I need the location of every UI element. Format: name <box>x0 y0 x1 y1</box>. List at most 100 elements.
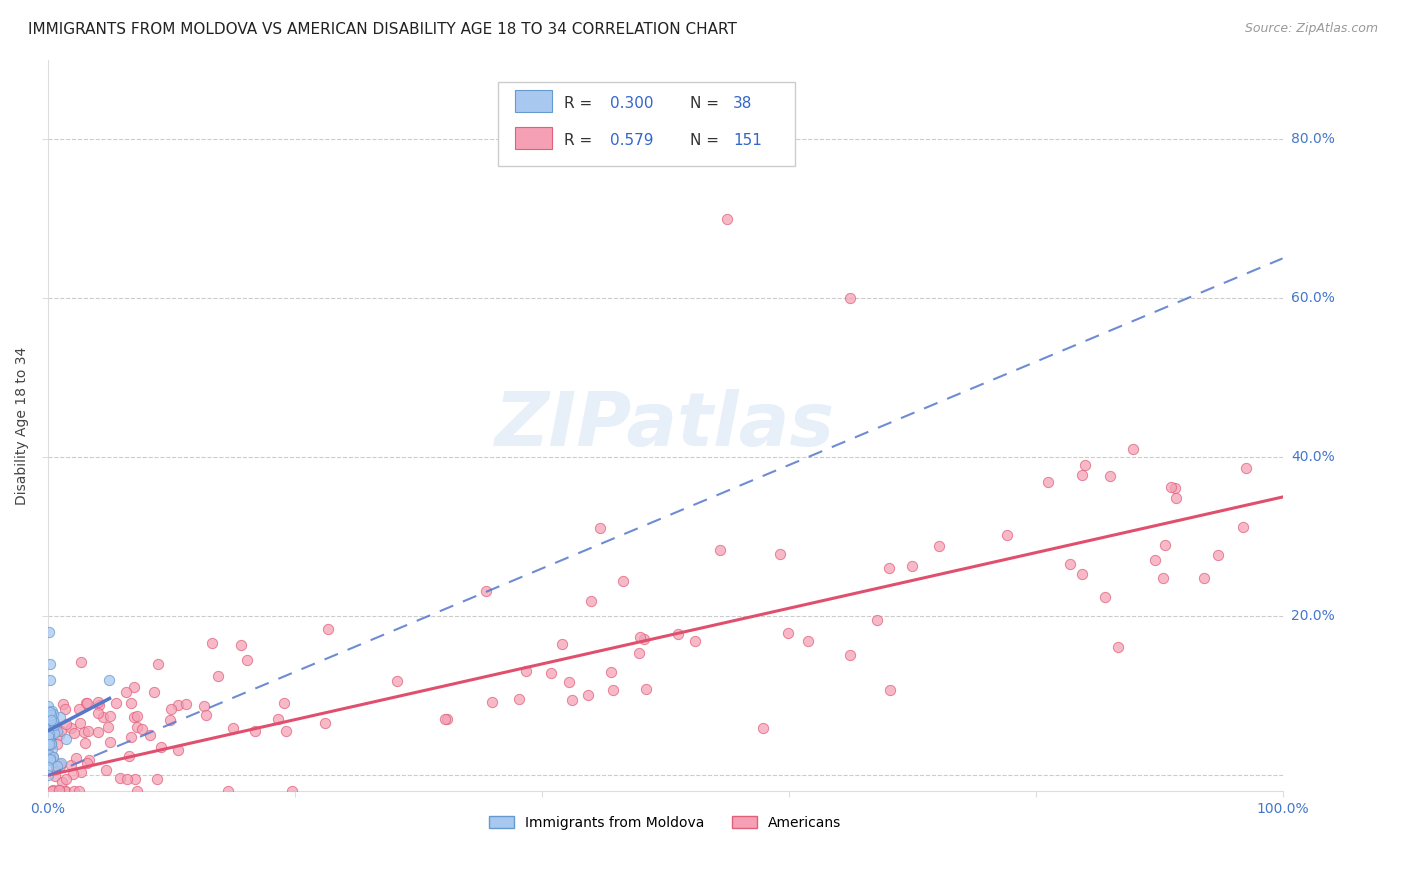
Point <box>39 753 62 767</box>
Point <box>39 705 62 719</box>
Point <box>139 728 162 742</box>
Point <box>98 673 121 687</box>
Point <box>142 685 165 699</box>
Point <box>1107 640 1129 654</box>
Point <box>41 737 63 751</box>
Point <box>42 707 65 722</box>
Point <box>838 648 860 663</box>
Point <box>1098 469 1121 483</box>
Point <box>98 735 121 749</box>
Point <box>612 574 634 589</box>
Point <box>1160 480 1182 494</box>
Point <box>91 709 114 723</box>
Point <box>578 688 600 702</box>
Point <box>928 539 950 553</box>
Point <box>37 729 59 743</box>
Point <box>229 638 252 652</box>
Point <box>73 736 96 750</box>
Point <box>1232 520 1254 534</box>
Point <box>149 739 172 754</box>
Point <box>778 625 800 640</box>
Point <box>709 542 731 557</box>
Text: N =: N = <box>690 96 724 112</box>
Point <box>87 698 110 713</box>
Point <box>46 724 69 739</box>
Point <box>41 727 63 741</box>
Point <box>38 737 60 751</box>
Point <box>44 718 66 732</box>
Point <box>49 709 72 723</box>
Point <box>53 784 76 798</box>
Point <box>45 737 67 751</box>
Point <box>235 653 257 667</box>
Point <box>666 626 689 640</box>
Point <box>122 709 145 723</box>
FancyBboxPatch shape <box>515 127 551 149</box>
Point <box>627 647 650 661</box>
Point <box>118 748 141 763</box>
Point <box>879 682 901 697</box>
Point <box>280 784 302 798</box>
Point <box>87 706 110 720</box>
Point <box>557 675 579 690</box>
Point <box>38 727 60 741</box>
Point <box>1154 538 1177 552</box>
Point <box>589 521 612 535</box>
Point <box>42 713 65 727</box>
Point <box>901 558 924 573</box>
Point <box>60 757 83 772</box>
Point <box>1094 591 1116 605</box>
Point <box>76 696 98 710</box>
Point <box>436 712 458 726</box>
Point <box>52 697 75 711</box>
Point <box>1234 461 1257 475</box>
Point <box>1192 571 1215 585</box>
Point <box>45 718 67 732</box>
Point <box>316 622 339 636</box>
Point <box>48 782 70 797</box>
Point <box>62 767 84 781</box>
Point <box>481 695 503 709</box>
Point <box>1122 442 1144 456</box>
Point <box>39 673 62 687</box>
Point <box>243 723 266 738</box>
Point <box>55 772 77 787</box>
Point <box>110 772 132 786</box>
Point <box>55 732 77 747</box>
Point <box>1038 475 1060 489</box>
Text: 151: 151 <box>733 133 762 148</box>
Point <box>41 704 63 718</box>
Point <box>628 630 651 644</box>
Point <box>70 765 93 780</box>
Point <box>131 722 153 736</box>
Point <box>599 665 621 680</box>
Point <box>716 211 738 226</box>
Point <box>77 752 100 766</box>
Point <box>41 784 63 798</box>
Point <box>38 752 60 766</box>
Point <box>42 750 65 764</box>
Point <box>160 702 183 716</box>
Point <box>53 702 76 716</box>
Point <box>67 702 90 716</box>
Text: 80.0%: 80.0% <box>1291 132 1334 146</box>
Point <box>125 784 148 798</box>
Point <box>37 768 59 782</box>
Point <box>768 547 790 561</box>
Point <box>1206 548 1229 562</box>
Point <box>222 721 245 735</box>
Point <box>579 594 602 608</box>
Point <box>97 720 120 734</box>
Point <box>1071 567 1094 582</box>
Point <box>38 752 60 766</box>
Point <box>1164 481 1187 495</box>
Point <box>114 685 136 699</box>
Point <box>167 742 190 756</box>
Point <box>38 747 60 762</box>
Point <box>37 745 59 759</box>
Point <box>508 692 530 706</box>
Point <box>37 711 59 725</box>
Point <box>997 527 1019 541</box>
Text: 0.300: 0.300 <box>610 96 652 112</box>
Point <box>39 657 62 671</box>
